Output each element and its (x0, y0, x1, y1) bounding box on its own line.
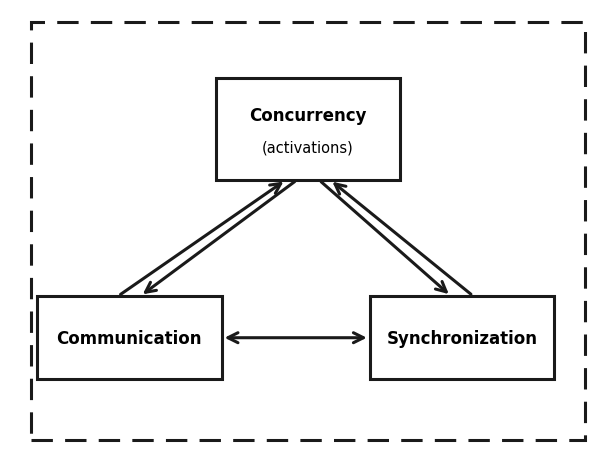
Text: Synchronization: Synchronization (386, 329, 538, 347)
Text: Concurrency: Concurrency (249, 107, 367, 125)
FancyBboxPatch shape (370, 296, 554, 380)
FancyBboxPatch shape (216, 79, 400, 181)
Text: (activations): (activations) (262, 141, 354, 156)
Text: Communication: Communication (57, 329, 202, 347)
FancyBboxPatch shape (37, 296, 222, 380)
